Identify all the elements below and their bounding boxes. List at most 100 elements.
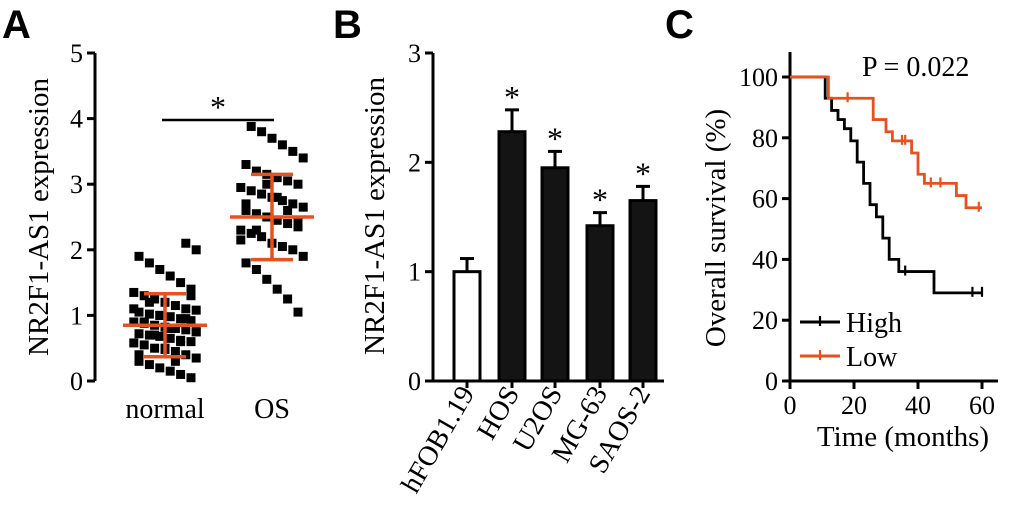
panel-a-data-point-normal [191,245,201,255]
panel-a-data-point-OS [288,146,298,156]
panel-a-data-point-OS [283,176,293,186]
panel-a-data-point-normal [139,317,149,327]
panel-a-data-point-normal [170,356,180,366]
panel-a-data-point-OS [272,173,282,183]
panel-b-significance-star: * [635,155,651,191]
panel-a-data-point-OS [246,121,256,131]
panel-a-data-point-normal [186,291,196,301]
panel-a-letter: A [2,3,31,47]
panel-a-significance-bracket: * [162,89,274,125]
panel-a-data-point-normal [181,238,191,248]
panel-a-data-point-normal [186,337,196,347]
panel-a-data-point-normal [134,356,144,366]
panel-a-data-point-normal [191,305,201,315]
panel-c-x-tick-label: 0 [784,391,797,420]
panel-b-bars: * * * * [452,79,658,383]
panel-a-mean-sd-bars [123,172,314,359]
panel-b-y-tick-label: 0 [408,367,421,396]
panel-a-y-tick-label: 5 [70,39,83,68]
panel-a-data-point-OS [293,179,303,189]
panel-b-letter: B [333,3,362,47]
panel-c-y-axis-title: Overall survival (%) [700,109,732,347]
panel-c: C Overall survival (%) Time (months) P =… [665,3,998,453]
panel-a-data-point-normal [181,325,191,335]
panel-b-category-label: hFOB1.19 [395,381,481,498]
legend-label-high: High [846,308,902,339]
panel-c-y-tick-label: 100 [739,63,778,92]
panel-a-data-point-normal [155,264,165,274]
panel-a-data-point-normal [155,331,165,341]
panel-a-data-point-OS [246,228,256,238]
panel-a-data-point-normal [129,287,139,297]
panel-a-data-point-OS [257,189,267,199]
panel-a-data-points [129,121,308,383]
panel-a-data-point-OS [288,199,298,209]
panel-a-data-point-normal [176,314,186,324]
panel-a-y-axis-title: NR2F1-AS1 expression [23,78,55,356]
panel-a-data-point-OS [241,258,251,268]
panel-c-axes: 0 20 40 60 80 100 0 20 40 60 [739,52,998,420]
panel-b-y-axis-title: NR2F1-AS1 expression [359,77,391,355]
panel-a-data-point-normal [144,309,154,319]
panel-a-data-point-OS [288,245,298,255]
panel-b: B NR2F1-AS1 expression 0123hFOB1.19HOSU2… [333,3,664,498]
panel-a-data-point-OS [236,235,246,245]
panel-b-bar-hFOB1.19 [452,270,482,383]
panel-a-data-point-OS [262,179,272,189]
panel-a-data-point-normal [129,304,139,314]
panel-a-data-point-OS [277,140,287,150]
panel-b-bar-U2OS [540,166,570,383]
panel-c-y-tick-label: 60 [752,185,778,214]
panel-a-data-point-normal [155,363,165,373]
panel-a-data-point-normal [191,353,201,363]
panel-a-data-point-OS [277,242,287,252]
panel-a-data-point-OS [251,225,261,235]
panel-a-data-point-OS [241,160,251,170]
panel-a-data-point-normal [176,337,186,347]
panel-a-y-tick-label: 3 [70,170,83,199]
panel-a-data-point-OS [272,192,282,202]
panel-a: A NR2F1-AS1 expression 0 1 2 3 4 5 normal OS * [2,3,314,425]
panel-b-bar-MG-63 [585,224,615,383]
panel-a-data-point-normal [186,316,196,326]
panel-b-bar-HOS [497,130,527,383]
panel-a-data-point-OS [267,133,277,143]
survival-curve-low [790,75,982,210]
panel-a-data-point-normal [165,333,175,343]
panel-a-data-point-OS [251,166,261,176]
panel-b-bar-SAOS-2 [628,199,658,383]
panel-a-data-point-normal [181,314,191,324]
panel-a-data-point-OS [283,219,293,229]
panel-c-x-tick-label: 20 [841,391,867,420]
panel-a-data-point-normal [144,360,154,370]
panel-a-data-point-OS [298,153,308,163]
panel-a-data-point-normal [139,291,149,301]
panel-a-data-point-normal [144,297,154,307]
panel-a-data-point-normal [139,340,149,350]
panel-a-data-point-OS [283,205,293,215]
panel-a-data-point-OS [262,274,272,284]
panel-a-data-point-OS [293,307,303,317]
panel-a-data-point-OS [283,294,293,304]
panel-a-data-point-normal [176,278,186,288]
panel-a-data-point-OS [257,127,267,137]
panel-a-data-point-normal [165,271,175,281]
panel-b-y-tick-label: 1 [408,258,421,287]
p-value-annotation: P = 0.022 [862,52,969,83]
panel-a-data-point-normal [176,369,186,379]
panel-b-significance-star: * [504,79,520,115]
panel-a-data-point-OS [293,222,303,232]
panel-a-data-point-normal [181,304,191,314]
panel-a-data-point-OS [298,251,308,261]
panel-a-data-point-normal [186,373,196,383]
panel-a-data-point-OS [236,225,246,235]
panel-a-category-label: OS [254,394,290,425]
panel-a-data-point-normal [165,312,175,322]
panel-a-data-point-OS [293,215,303,225]
panel-a-data-point-OS [241,205,251,215]
panel-c-y-tick-label: 80 [752,124,778,153]
panel-a-data-point-normal [170,324,180,334]
